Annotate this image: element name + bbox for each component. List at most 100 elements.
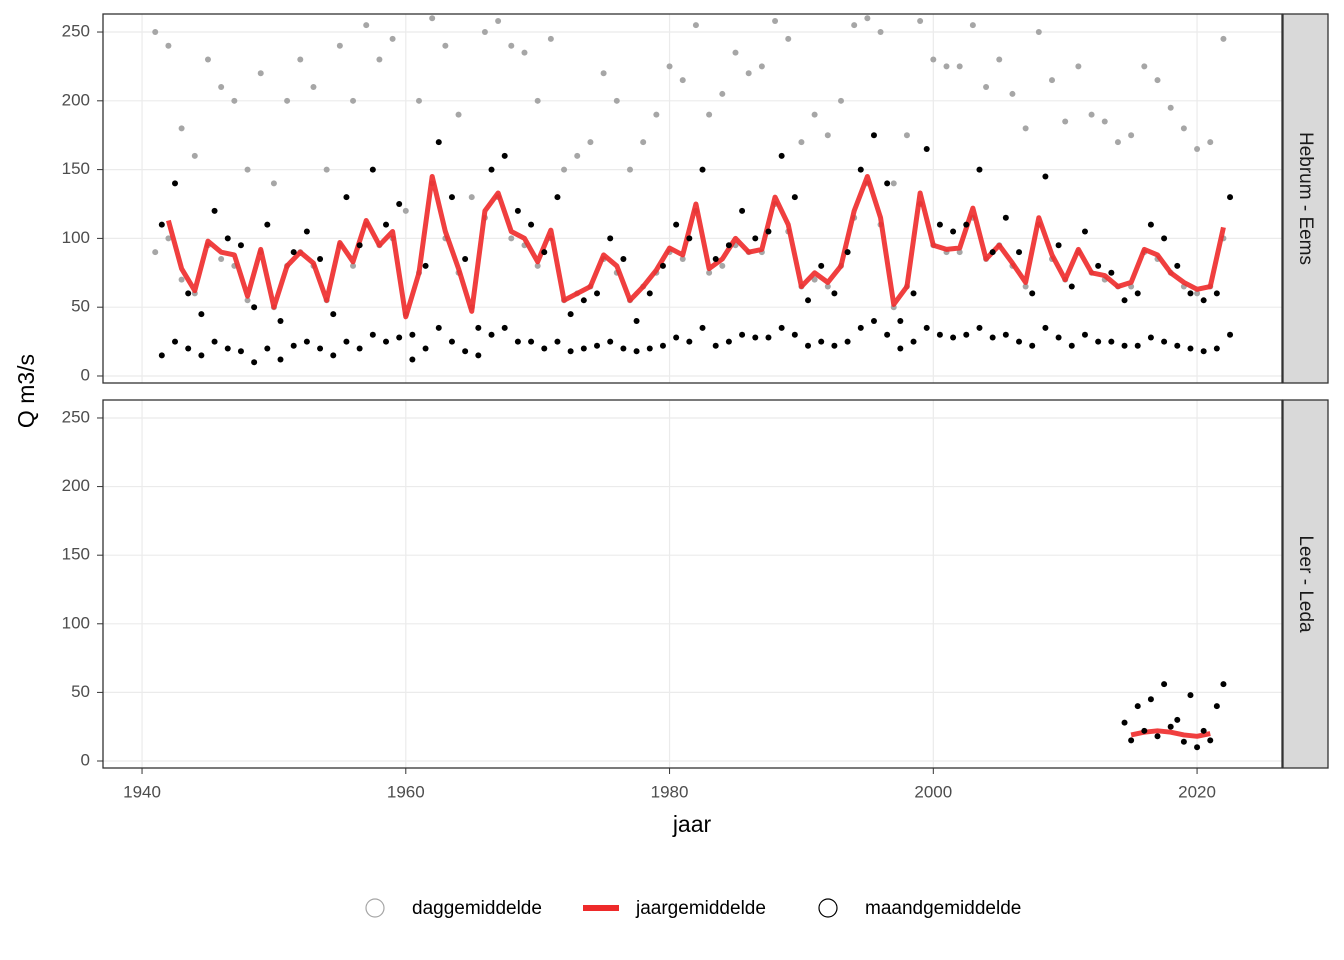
point (1114, 139, 1121, 146)
y-tick-label: 200 (62, 476, 90, 495)
point (725, 242, 732, 249)
point (837, 97, 844, 104)
point (607, 235, 614, 242)
point (1042, 173, 1049, 180)
point (435, 324, 442, 331)
point (772, 18, 779, 25)
point (389, 35, 396, 42)
point (1194, 145, 1201, 152)
point (330, 311, 337, 318)
point (297, 56, 304, 63)
point (1180, 125, 1187, 132)
point (501, 324, 508, 331)
point (528, 221, 535, 228)
point (448, 338, 455, 345)
point (501, 152, 508, 159)
point (673, 334, 680, 341)
point (508, 235, 515, 242)
point (633, 348, 640, 355)
point (936, 221, 943, 228)
point (237, 242, 244, 249)
point (165, 42, 172, 49)
point (224, 235, 231, 242)
point (528, 338, 535, 345)
point (191, 152, 198, 159)
point (917, 18, 924, 25)
point (165, 235, 172, 242)
point (363, 22, 370, 29)
point (1022, 125, 1029, 132)
point (442, 42, 449, 49)
point (950, 334, 957, 341)
point (369, 331, 376, 338)
point (778, 324, 785, 331)
point (237, 348, 244, 355)
point (257, 70, 264, 77)
point (831, 290, 838, 297)
y-tick-label: 0 (81, 750, 90, 769)
point (211, 207, 218, 214)
point (923, 324, 930, 331)
y-tick-label: 50 (71, 682, 90, 701)
point (488, 331, 495, 338)
point (1128, 132, 1135, 139)
point (158, 221, 165, 228)
point (897, 345, 904, 352)
strip (1282, 13, 1329, 384)
point (699, 166, 706, 173)
point (198, 352, 205, 359)
point (831, 342, 838, 349)
point (719, 90, 726, 97)
point (679, 77, 686, 84)
point (857, 324, 864, 331)
y-tick-label: 100 (62, 228, 90, 247)
point (317, 345, 324, 352)
y-tick-label: 250 (62, 22, 90, 41)
point (396, 201, 403, 208)
point (495, 18, 502, 25)
point (1121, 342, 1128, 349)
point (936, 331, 943, 338)
point (594, 342, 601, 349)
point (765, 228, 772, 235)
point (514, 207, 521, 214)
point (791, 331, 798, 338)
point (824, 283, 831, 290)
point (580, 345, 587, 352)
point (1081, 228, 1088, 235)
point (600, 70, 607, 77)
point (488, 166, 495, 173)
point (963, 331, 970, 338)
point (824, 132, 831, 139)
strip (1282, 399, 1329, 769)
point (607, 338, 614, 345)
point (752, 235, 759, 242)
point (350, 97, 357, 104)
point (1068, 283, 1075, 290)
point (1055, 242, 1062, 249)
point (356, 345, 363, 352)
point (251, 304, 258, 311)
point (969, 22, 976, 29)
point (956, 63, 963, 70)
y-tick-label: 50 (71, 297, 90, 316)
point (1049, 77, 1056, 84)
point (1075, 63, 1082, 70)
point (884, 180, 891, 187)
panel-border (102, 13, 1283, 384)
legend-key (818, 898, 838, 918)
point (884, 331, 891, 338)
point (343, 338, 350, 345)
point (725, 338, 732, 345)
point (330, 352, 337, 359)
point (152, 249, 159, 256)
y-tick-label: 150 (62, 159, 90, 178)
point (765, 334, 772, 341)
point (356, 242, 363, 249)
point (554, 338, 561, 345)
point (805, 297, 812, 304)
point (633, 317, 640, 324)
point (699, 324, 706, 331)
point (587, 139, 594, 146)
point (369, 166, 376, 173)
